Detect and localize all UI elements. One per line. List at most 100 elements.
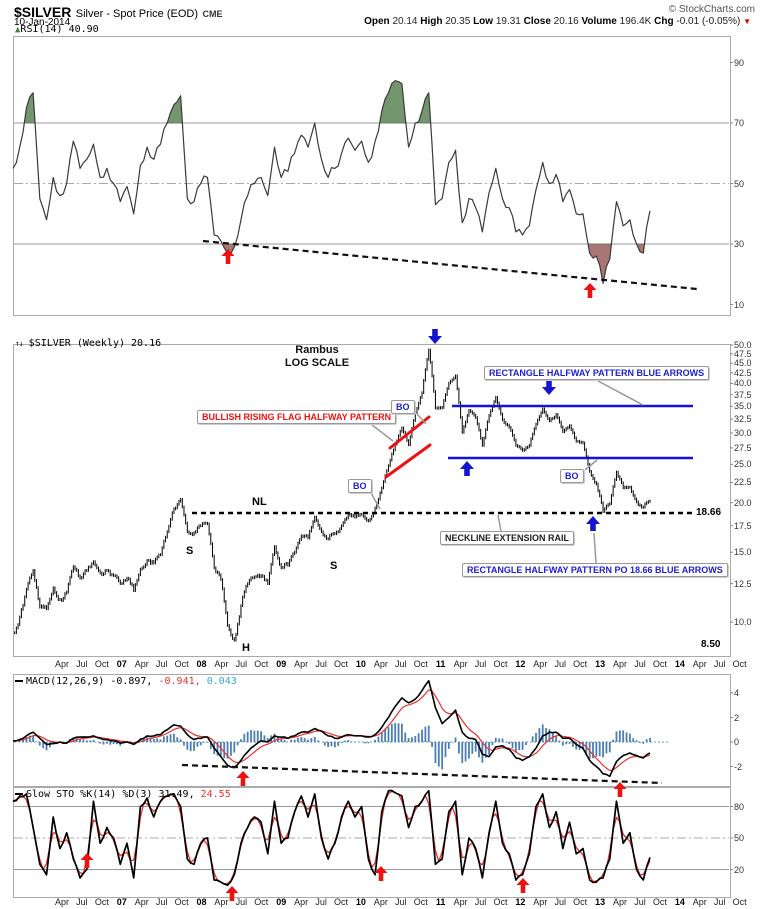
x-axis-label: Oct xyxy=(94,659,109,669)
y-tick-label: 32.5 xyxy=(734,414,752,425)
right-shoulder-label: S xyxy=(330,560,338,572)
x-axis-label: Jul xyxy=(713,897,726,907)
y-tick-label: 42.5 xyxy=(734,368,752,378)
x-axis-label: 13 xyxy=(595,659,606,669)
y-tick-label: 27.5 xyxy=(734,442,752,453)
x-axis-label: Jul xyxy=(235,659,248,669)
x-axis-label: Oct xyxy=(493,659,508,669)
x-axis-label: 11 xyxy=(435,659,446,669)
bullish-flag-callout: BULLISH RISING FLAG HALFWAY PATTERN xyxy=(197,410,397,424)
open-label: Open xyxy=(364,16,390,27)
y-tick-label: 15.0 xyxy=(734,547,752,558)
x-axis-label: Oct xyxy=(413,897,428,907)
y-tick-label: 0 xyxy=(734,737,740,747)
header: $SILVER Silver - Spot Price (EOD) CME xyxy=(14,4,222,22)
x-axis-label: Jul xyxy=(315,659,327,669)
x-axis-label: Apr xyxy=(613,659,628,669)
x-axis-label: Oct xyxy=(732,659,747,669)
y-tick-label: 47.5 xyxy=(734,348,752,359)
log-scale-label: LOG SCALE xyxy=(284,357,350,369)
x-axis-label: Jul xyxy=(634,659,646,669)
y-tick-label: 25.0 xyxy=(734,459,752,470)
y-tick-label: 40.0 xyxy=(734,378,752,389)
rectangle-po-callout: RECTANGLE HALFWAY PATTERN PO 18.66 BLUE … xyxy=(462,563,728,577)
x-axis-label: Oct xyxy=(334,897,349,907)
rectangle-pattern-callout: RECTANGLE HALFWAY PATTERN BLUE ARROWS xyxy=(484,366,710,380)
y-tick-label: 10.0 xyxy=(734,617,752,628)
x-axis-label: Jul xyxy=(155,897,168,907)
x-axis-label: Apr xyxy=(453,897,468,907)
x-axis-label: Jul xyxy=(554,897,567,907)
x-axis-label: Apr xyxy=(294,897,309,907)
x-axis-label: Oct xyxy=(413,659,428,669)
x-axis-label: 10 xyxy=(355,659,366,669)
rsi-label: ▲RSI(14) 40.90 xyxy=(15,24,99,35)
x-axis-label: 14 xyxy=(674,659,685,669)
breakout-callout-1: BO xyxy=(391,400,415,414)
x-axis-label: 09 xyxy=(276,897,287,907)
date-label: 10-Jan-2014 xyxy=(14,17,71,28)
x-axis-label: Apr xyxy=(692,659,707,669)
rsi-icon: ▲ xyxy=(15,25,21,35)
x-axis-label: Jul xyxy=(395,659,407,669)
x-axis-label: 07 xyxy=(116,659,127,669)
x-axis-label: Oct xyxy=(254,897,269,907)
y-tick-label: 35.0 xyxy=(734,401,752,412)
y-tick-label: 50 xyxy=(734,833,745,843)
x-axis-label: Jul xyxy=(713,659,726,669)
x-axis-label: Oct xyxy=(652,897,667,907)
x-axis-label: Apr xyxy=(533,659,548,669)
x-axis-label: Jul xyxy=(474,659,487,669)
y-tick-label: 22.5 xyxy=(734,477,752,488)
volume-value: 196.4K xyxy=(619,16,652,27)
y-tick-label: 10 xyxy=(734,299,745,310)
y-tick-label: 17.5 xyxy=(734,520,752,531)
x-axis-label: Jul xyxy=(554,659,567,669)
open-value: 20.14 xyxy=(392,16,418,27)
x-axis-label: Jul xyxy=(315,897,327,907)
high-label: High xyxy=(420,16,443,27)
x-axis-label: Apr xyxy=(54,659,70,669)
y-tick-label: 70 xyxy=(734,118,745,128)
x-axis-label: Oct xyxy=(254,659,269,669)
x-axis-label: 10 xyxy=(355,897,366,907)
y-tick-label: 30 xyxy=(734,239,745,249)
exchange-label: CME xyxy=(202,9,223,19)
x-axis-label: Jul xyxy=(634,897,646,907)
x-axis-label: Apr xyxy=(692,897,707,907)
x-axis-label: Oct xyxy=(334,659,349,669)
x-axis-label: Oct xyxy=(573,897,588,907)
y-tick-label: 20 xyxy=(734,864,745,875)
breakout-callout-3: BO xyxy=(560,469,584,483)
x-axis-label: Apr xyxy=(373,659,388,669)
x-axis-label: 08 xyxy=(196,659,207,669)
x-axis-label: Oct xyxy=(174,659,189,669)
y-tick-label: -2 xyxy=(734,761,743,772)
y-tick-label: 30.0 xyxy=(734,427,752,438)
x-axis-label: Jul xyxy=(395,897,407,907)
rambus-label: Rambus xyxy=(295,344,339,356)
x-axis-label: Jul xyxy=(76,897,88,907)
x-axis-label: 14 xyxy=(674,897,685,907)
chg-label: Chg xyxy=(654,16,674,27)
y-tick-label: 37.5 xyxy=(734,389,752,400)
copyright-label: © StockCharts.com xyxy=(668,4,755,15)
chg-down-icon: ▼ xyxy=(743,17,751,26)
chg-value: -0.01 (-0.05%) xyxy=(676,16,741,27)
head-label: H xyxy=(242,642,250,654)
y-tick-label: 20.0 xyxy=(734,497,752,508)
x-axis-label: Oct xyxy=(94,897,109,907)
x-axis-label: 07 xyxy=(116,897,127,907)
y-tick-label: 4 xyxy=(734,688,740,698)
x-axis-label: Apr xyxy=(533,897,548,907)
neckline-nl-label: NL xyxy=(252,496,267,508)
x-axis-label: Apr xyxy=(294,659,309,669)
sto-label: Slow STO %K(14) %D(3) 31.49, 24.55 xyxy=(15,789,231,800)
left-shoulder-label: S xyxy=(186,545,194,557)
x-axis-label: Oct xyxy=(652,659,667,669)
quote-row: Open 20.14 High 20.35 Low 19.31 Close 20… xyxy=(364,16,751,27)
x-axis-label: 09 xyxy=(276,659,287,669)
x-axis-label: Jul xyxy=(474,897,487,907)
